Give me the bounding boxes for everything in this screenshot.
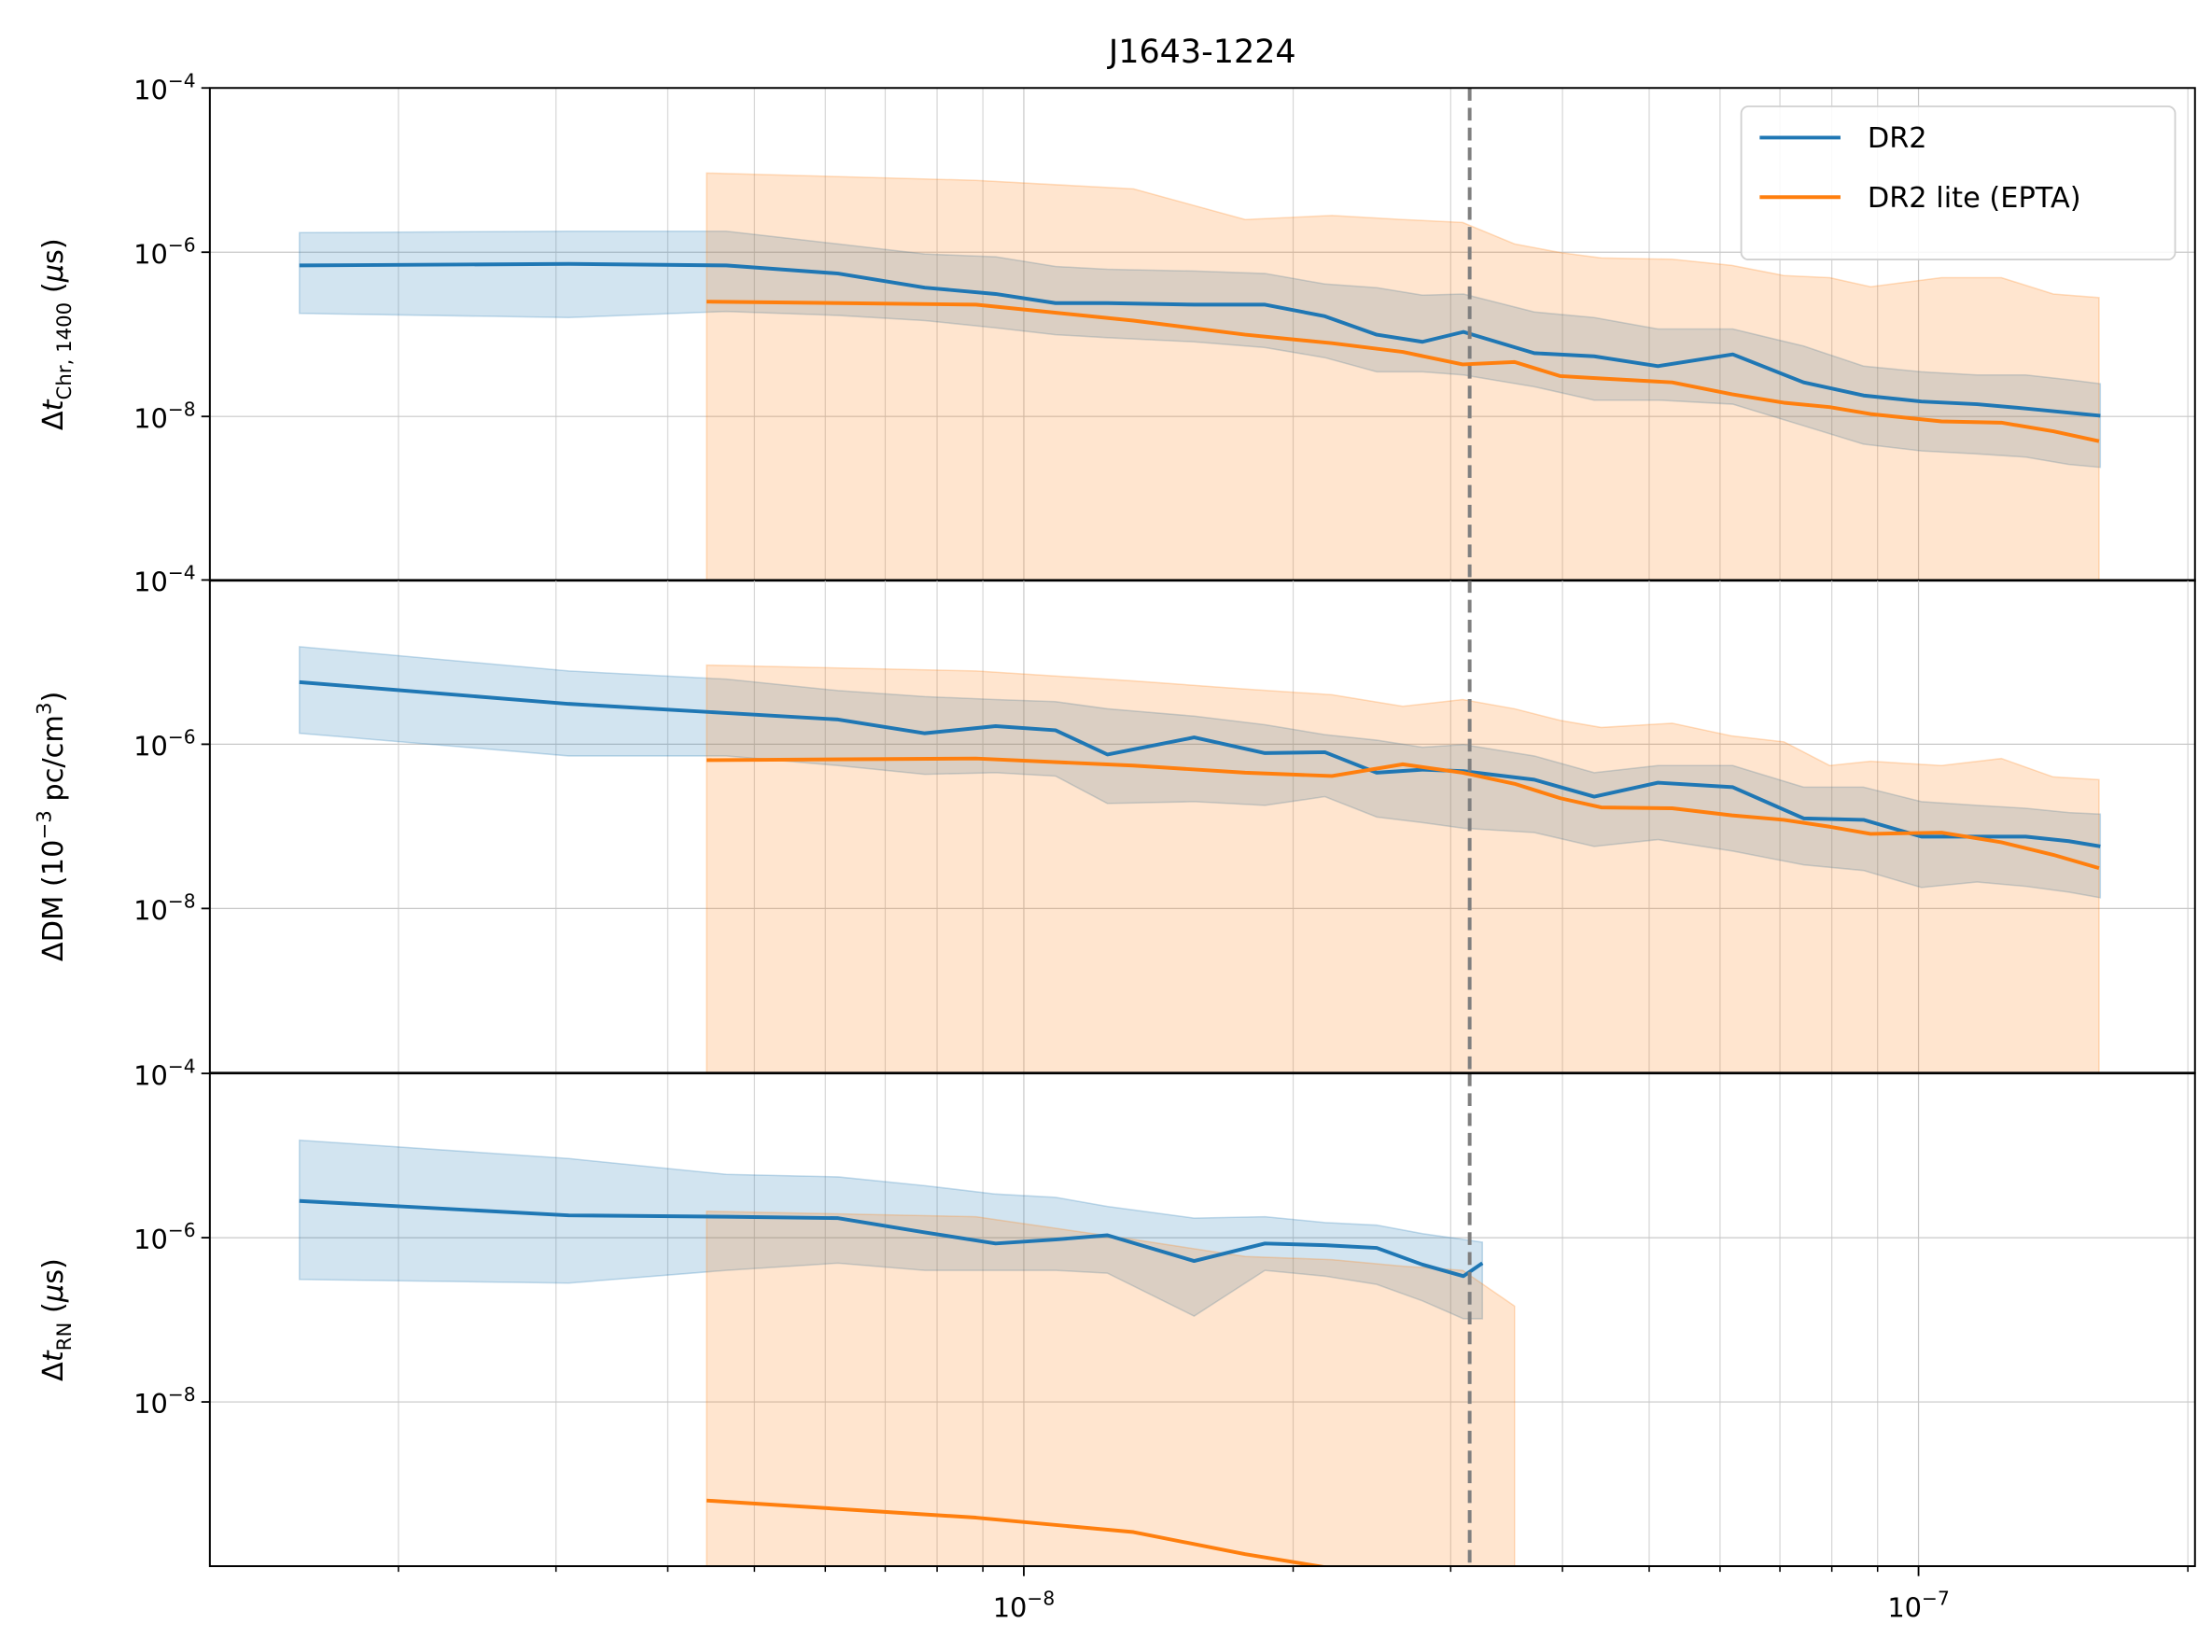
y-axis-label-part: RN [53,1323,77,1351]
error-band [299,1139,1484,1320]
y-tick-label: 10−8 [133,1383,196,1420]
x-tick-label: 10−7 [1887,1588,1949,1624]
error-band [706,1210,1516,1567]
y-axis-label-part: s) [37,238,70,264]
y-axis-label-part: ( [37,1302,70,1323]
y-tick-label: 10−6 [133,726,196,763]
y-axis-label-part: μ [37,264,70,283]
y-tick-label: 10−6 [133,1219,196,1255]
axes-frame [208,1072,2196,1568]
y-axis-label: ΔtRN (μs) [37,1258,77,1381]
y-axis-label-part: Δ [37,1362,70,1381]
legend-label: DR2 lite (EPTA) [1868,182,2081,215]
y-axis-label: ΔtChr, 1400 (μs) [37,238,77,430]
series-line [707,300,2100,443]
y-axis-label: ΔDM (10−3 pc/cm3) [34,692,70,961]
error-band [299,646,2102,899]
y-axis-label-part: ( [37,282,70,302]
series-line [299,1198,1484,1279]
x-tick-label: 10−8 [993,1588,1056,1624]
error-band [706,172,2100,581]
error-band [299,230,2102,469]
y-axis-label-part: s) [37,1258,70,1284]
series-line [299,679,2101,848]
y-tick-label: 10−4 [133,562,196,598]
series-line [706,1498,1330,1567]
panel: 10−8 10−6 10−4 ΔtChr, 1400 (μs) J1643-1224 DR… [37,34,2196,582]
series-line [299,261,2101,418]
y-axis-label-part: Chr, 1400 [53,302,77,400]
y-axis-label-part: μ [37,1284,70,1303]
plot-area [299,1139,1516,1567]
y-tick-label: 10−8 [133,398,196,434]
y-axis-label-part: Δ [37,411,70,430]
legend-box [1740,105,2177,260]
series-line [707,756,2100,871]
error-band [706,664,2100,1073]
legend-label: DR2 [1868,122,1927,155]
y-tick-label: 10−4 [133,69,196,105]
y-axis-label-part: ) [37,692,70,703]
y-tick-label: 10−8 [133,890,196,927]
y-tick-label: 10−6 [133,233,196,270]
y-tick-label: 10−4 [133,1055,196,1091]
y-axis-label-part: ΔDM (10 [37,840,70,962]
y-axis-label-part: pc/cm [37,715,70,810]
plot-area [299,172,2102,581]
chart-title: J1643-1224 [1107,34,1296,71]
plot-area [299,646,2102,1073]
y-axis-label-part: 3 [34,703,57,716]
y-axis-label-part: t [37,399,70,411]
y-axis-label-part: −3 [34,810,57,839]
panel: 10−8 10−6 10−4 10−8 10−7 ΔtRN (μs) [37,1055,2196,1624]
panel: 10−8 10−6 10−4 ΔDM (10−3 pc/cm3) [34,562,2196,1074]
y-axis-label-part: t [37,1350,70,1362]
